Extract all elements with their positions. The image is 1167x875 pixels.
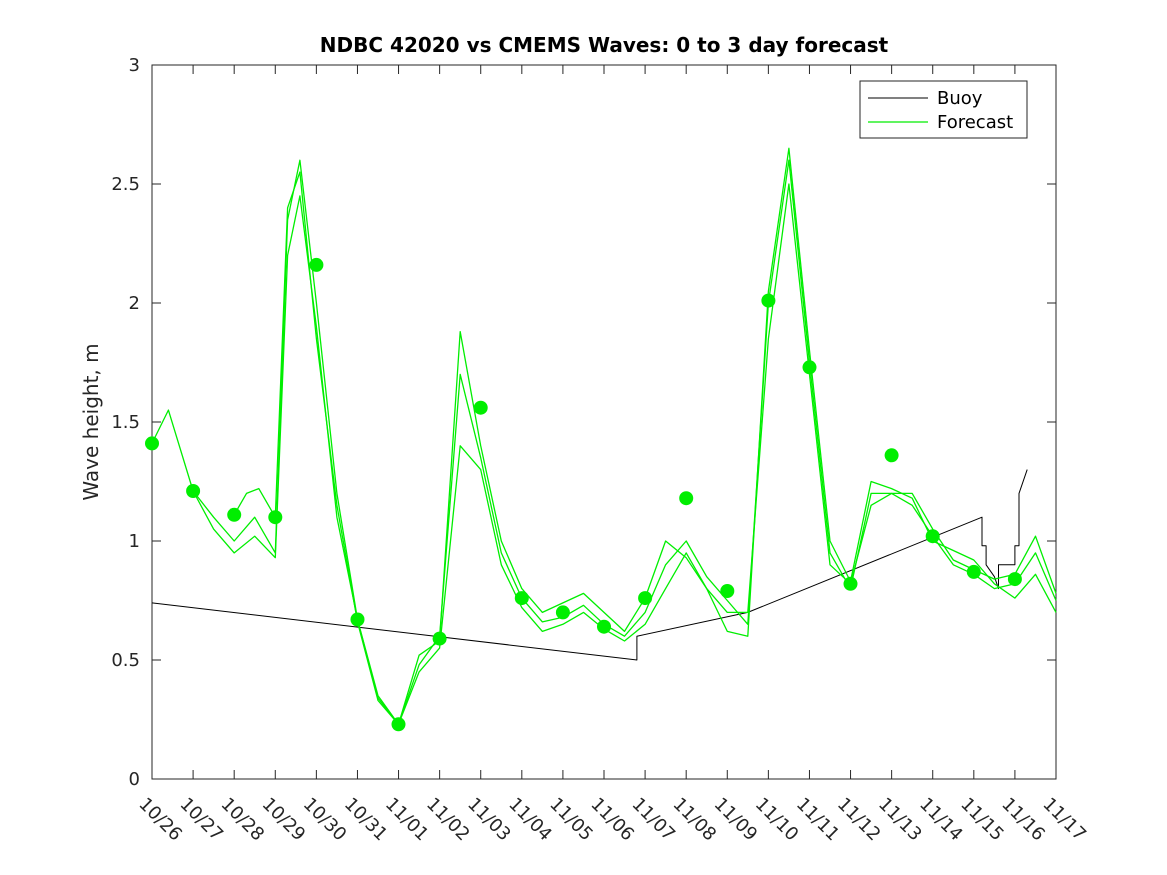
forecast-series-line-3: [233, 147, 1057, 725]
y-tick-label: 3: [129, 55, 140, 76]
forecast-marker: [966, 564, 981, 579]
forecast-marker: [597, 619, 611, 634]
forecast-marker: [843, 576, 858, 591]
y-axis-label: Wave height, m: [79, 343, 103, 500]
x-tick-label: 11/10: [751, 794, 803, 846]
legend-forecast-label: Forecast: [937, 112, 1013, 133]
x-tick-label: 11/01: [381, 794, 433, 846]
x-tick-label: 11/08: [669, 794, 721, 846]
x-tick-label: 10/27: [176, 794, 228, 846]
forecast-marker: [802, 360, 817, 375]
x-tick-label: 11/04: [504, 794, 556, 846]
x-tick-label: 11/11: [792, 794, 844, 846]
x-tick-label: 11/16: [997, 794, 1049, 846]
forecast-marker: [227, 507, 242, 522]
forecast-marker: [720, 584, 735, 598]
forecast-marker: [186, 484, 201, 498]
x-tick-label: 11/03: [463, 794, 515, 846]
forecast-series-line-2: [192, 159, 1057, 725]
y-tick-label: 1.5: [111, 412, 140, 433]
marker-layer: [145, 257, 1022, 732]
forecast-series-line-1: [151, 183, 1057, 725]
forecast-marker: [350, 612, 365, 627]
plot-area: [151, 64, 1057, 780]
y-tick-label: 0: [129, 769, 140, 790]
y-tick-label: 0.5: [111, 650, 140, 671]
x-tick-label: 10/29: [258, 794, 310, 846]
forecast-marker: [884, 448, 899, 463]
x-tick-label: 11/09: [710, 794, 762, 846]
legend: Buoy Forecast: [859, 80, 1028, 139]
x-tick-label: 10/26: [134, 794, 186, 846]
forecast-marker: [268, 510, 283, 525]
y-axis: 0 0.5 1 1.5 2 2.5 3: [111, 55, 1056, 790]
x-tick-label: 11/15: [956, 794, 1008, 846]
y-tick-label: 2.5: [111, 174, 140, 195]
forecast-marker: [391, 717, 406, 732]
forecast-marker: [1007, 572, 1022, 587]
x-tick-label: 10/28: [217, 794, 269, 846]
x-tick-label: 11/13: [874, 794, 926, 846]
x-tick-label: 11/06: [586, 794, 638, 846]
forecast-marker: [679, 491, 694, 506]
forecast-marker: [145, 436, 159, 451]
x-tick-label: 11/07: [628, 794, 680, 846]
forecast-marker: [432, 631, 447, 646]
y-tick-label: 1: [129, 531, 140, 552]
forecast-marker: [309, 257, 324, 272]
chart-title: NDBC 42020 vs CMEMS Waves: 0 to 3 day fo…: [320, 33, 889, 57]
series-layer: [151, 147, 1057, 725]
buoy-series-line: [151, 469, 1028, 661]
x-tick-label: 11/14: [915, 794, 967, 846]
forecast-marker: [638, 591, 653, 606]
forecast-marker: [555, 605, 570, 620]
forecast-marker: [514, 591, 529, 606]
x-tick-label: 11/17: [1038, 794, 1090, 846]
x-tick-label: 10/31: [340, 794, 392, 846]
y-tick-label: 2: [129, 293, 140, 314]
legend-buoy-label: Buoy: [937, 88, 983, 109]
forecast-marker: [925, 529, 940, 544]
forecast-marker: [761, 293, 776, 308]
x-tick-label: 11/05: [545, 794, 597, 846]
legend-box: [859, 80, 1028, 139]
x-tick-label: 11/12: [833, 794, 885, 846]
x-tick-label: 11/02: [422, 794, 474, 846]
x-tick-label: 10/30: [299, 794, 351, 846]
forecast-marker: [473, 400, 488, 415]
